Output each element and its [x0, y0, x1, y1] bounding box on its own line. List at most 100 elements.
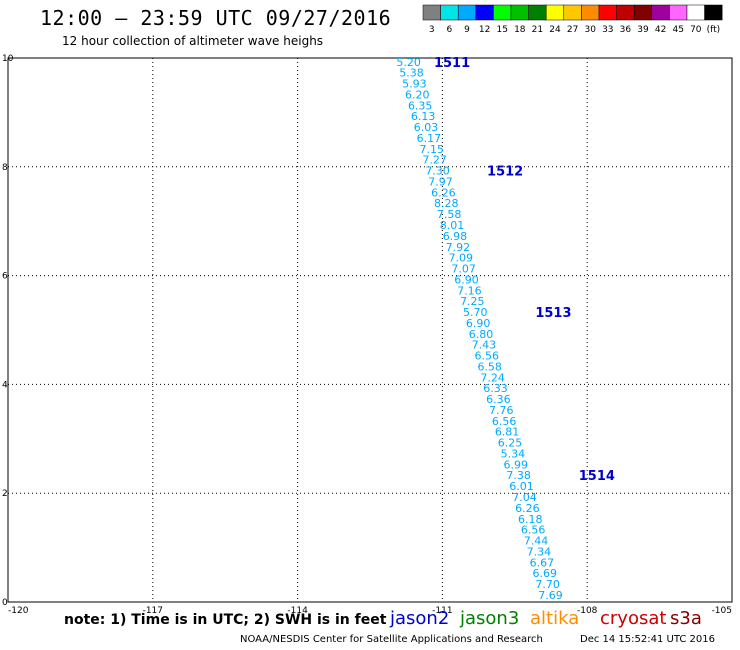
scale-swatch — [686, 4, 705, 21]
swh-data-point: 6.35 — [408, 99, 433, 112]
x-tick-label: -111 — [432, 606, 452, 616]
scale-swatch — [616, 4, 635, 21]
scale-swatch — [510, 4, 529, 21]
swh-data-point: 6.67 — [530, 556, 555, 569]
x-tick-label: -108 — [577, 606, 598, 616]
units-note: note: 1) Time is in UTC; 2) SWH is in fe… — [64, 612, 387, 628]
scale-label: 24 — [549, 25, 561, 35]
swh-data-point: 7.34 — [527, 545, 552, 558]
scale-label: 6 — [447, 25, 453, 35]
scale-label: 45 — [672, 25, 683, 35]
scale-label: 9 — [464, 25, 470, 35]
scale-swatch — [581, 4, 600, 21]
swh-data-point: 6.56 — [475, 350, 500, 363]
chart-subtitle: 12 hour collection of altimeter wave hei… — [62, 34, 324, 48]
legend-jason3: jason3 — [460, 608, 520, 629]
scale-swatch — [633, 4, 653, 21]
time-label: 1512 — [487, 165, 523, 180]
scale-label: 36 — [620, 25, 632, 35]
legend-cryosat: cryosat — [600, 608, 667, 629]
swh-data-point: 6.69 — [532, 567, 557, 580]
footer-timestamp: Dec 14 15:52:41 UTC 2016 — [580, 634, 715, 645]
swh-data-point: 6.90 — [454, 273, 479, 286]
scale-label: 15 — [496, 25, 507, 35]
swh-data-point: 5.70 — [463, 306, 488, 319]
x-tick-label: -105 — [712, 606, 732, 616]
swh-data-point: 7.04 — [512, 491, 537, 504]
swh-data-point: 7.16 — [457, 284, 482, 297]
scale-swatch — [598, 4, 617, 21]
swh-data-point: 6.56 — [492, 415, 517, 428]
scale-swatch — [422, 4, 441, 21]
plot-frame — [7, 57, 733, 603]
scale-label: 30 — [584, 25, 596, 35]
swh-data-point: 6.13 — [411, 110, 436, 123]
swh-data-point: 6.25 — [498, 437, 523, 450]
time-label: 1511 — [434, 56, 470, 71]
swh-data-point: 5.93 — [402, 78, 427, 91]
y-tick-label: 8 — [2, 163, 8, 173]
swh-data-point: 7.07 — [451, 263, 476, 276]
scale-label: 3 — [429, 25, 435, 35]
swh-data-point: 6.18 — [518, 513, 543, 526]
scale-label: 12 — [479, 25, 490, 35]
swh-data-point: 6.33 — [483, 382, 508, 395]
footer-credit: NOAA/NESDIS Center for Satellite Applica… — [240, 634, 543, 645]
x-tick-label: -120 — [8, 606, 29, 616]
scale-swatch — [651, 4, 670, 21]
swh-data-point: 7.27 — [422, 154, 447, 167]
swh-data-point: 7.15 — [420, 143, 445, 156]
legend-s3a: s3a — [670, 608, 702, 629]
scale-label: 21 — [532, 25, 543, 35]
swh-data-point: 7.69 — [538, 589, 563, 602]
swh-data-point: 7.76 — [489, 404, 514, 417]
x-tick-label: -114 — [287, 606, 308, 616]
scale-label: (ft) — [707, 25, 721, 35]
swh-data-point: 7.25 — [460, 295, 485, 308]
swh-data-point: 6.99 — [504, 458, 529, 471]
swh-data-point: 7.92 — [446, 241, 471, 254]
swh-data-point: 7.30 — [425, 165, 450, 178]
legend-altika: altika — [530, 608, 580, 629]
scale-swatch — [457, 4, 477, 21]
scale-swatch — [704, 4, 723, 21]
y-tick-label: 4 — [2, 380, 8, 390]
swh-data-point: 7.24 — [480, 371, 505, 384]
scale-label: 42 — [655, 25, 666, 35]
y-tick-label: 6 — [2, 272, 8, 282]
swh-data-point: 6.26 — [431, 186, 456, 199]
swh-data-point: 7.58 — [437, 208, 462, 221]
swh-data-point: 6.90 — [466, 317, 491, 330]
legend-jason2: jason2 — [390, 608, 450, 629]
swh-data-point: 8.28 — [434, 197, 459, 210]
swh-data-point: 6.17 — [417, 132, 442, 145]
scale-label: 33 — [602, 25, 613, 35]
chart-title: 12:00 – 23:59 UTC 09/27/2016 — [40, 6, 392, 30]
scale-label: 70 — [690, 25, 702, 35]
scale-label: 39 — [637, 25, 649, 35]
time-label: 1514 — [579, 469, 615, 484]
swh-data-point: 7.43 — [472, 339, 497, 352]
swh-data-point: 6.36 — [486, 393, 511, 406]
scale-swatch — [545, 4, 565, 21]
scale-swatch — [669, 4, 688, 21]
scale-swatch — [475, 4, 494, 21]
scale-swatch — [563, 4, 582, 21]
swh-data-point: 6.03 — [414, 121, 439, 134]
swh-data-point: 5.20 — [396, 56, 421, 69]
swh-data-point: 7.70 — [535, 578, 560, 591]
scale-label: 27 — [567, 25, 578, 35]
swh-data-point: 7.38 — [506, 469, 531, 482]
scale-swatch — [440, 4, 459, 21]
scale-label: 18 — [514, 25, 526, 35]
swh-data-point: 6.01 — [509, 480, 534, 493]
swh-data-point: 6.20 — [405, 88, 430, 101]
swh-data-point: 8.01 — [440, 219, 465, 232]
swh-data-point: 6.81 — [495, 426, 520, 439]
scale-swatch — [528, 4, 547, 21]
x-tick-label: -117 — [143, 606, 163, 616]
swh-data-point: 7.09 — [448, 252, 473, 265]
swh-data-point: 6.26 — [515, 502, 540, 515]
swh-data-point: 7.44 — [524, 535, 549, 548]
